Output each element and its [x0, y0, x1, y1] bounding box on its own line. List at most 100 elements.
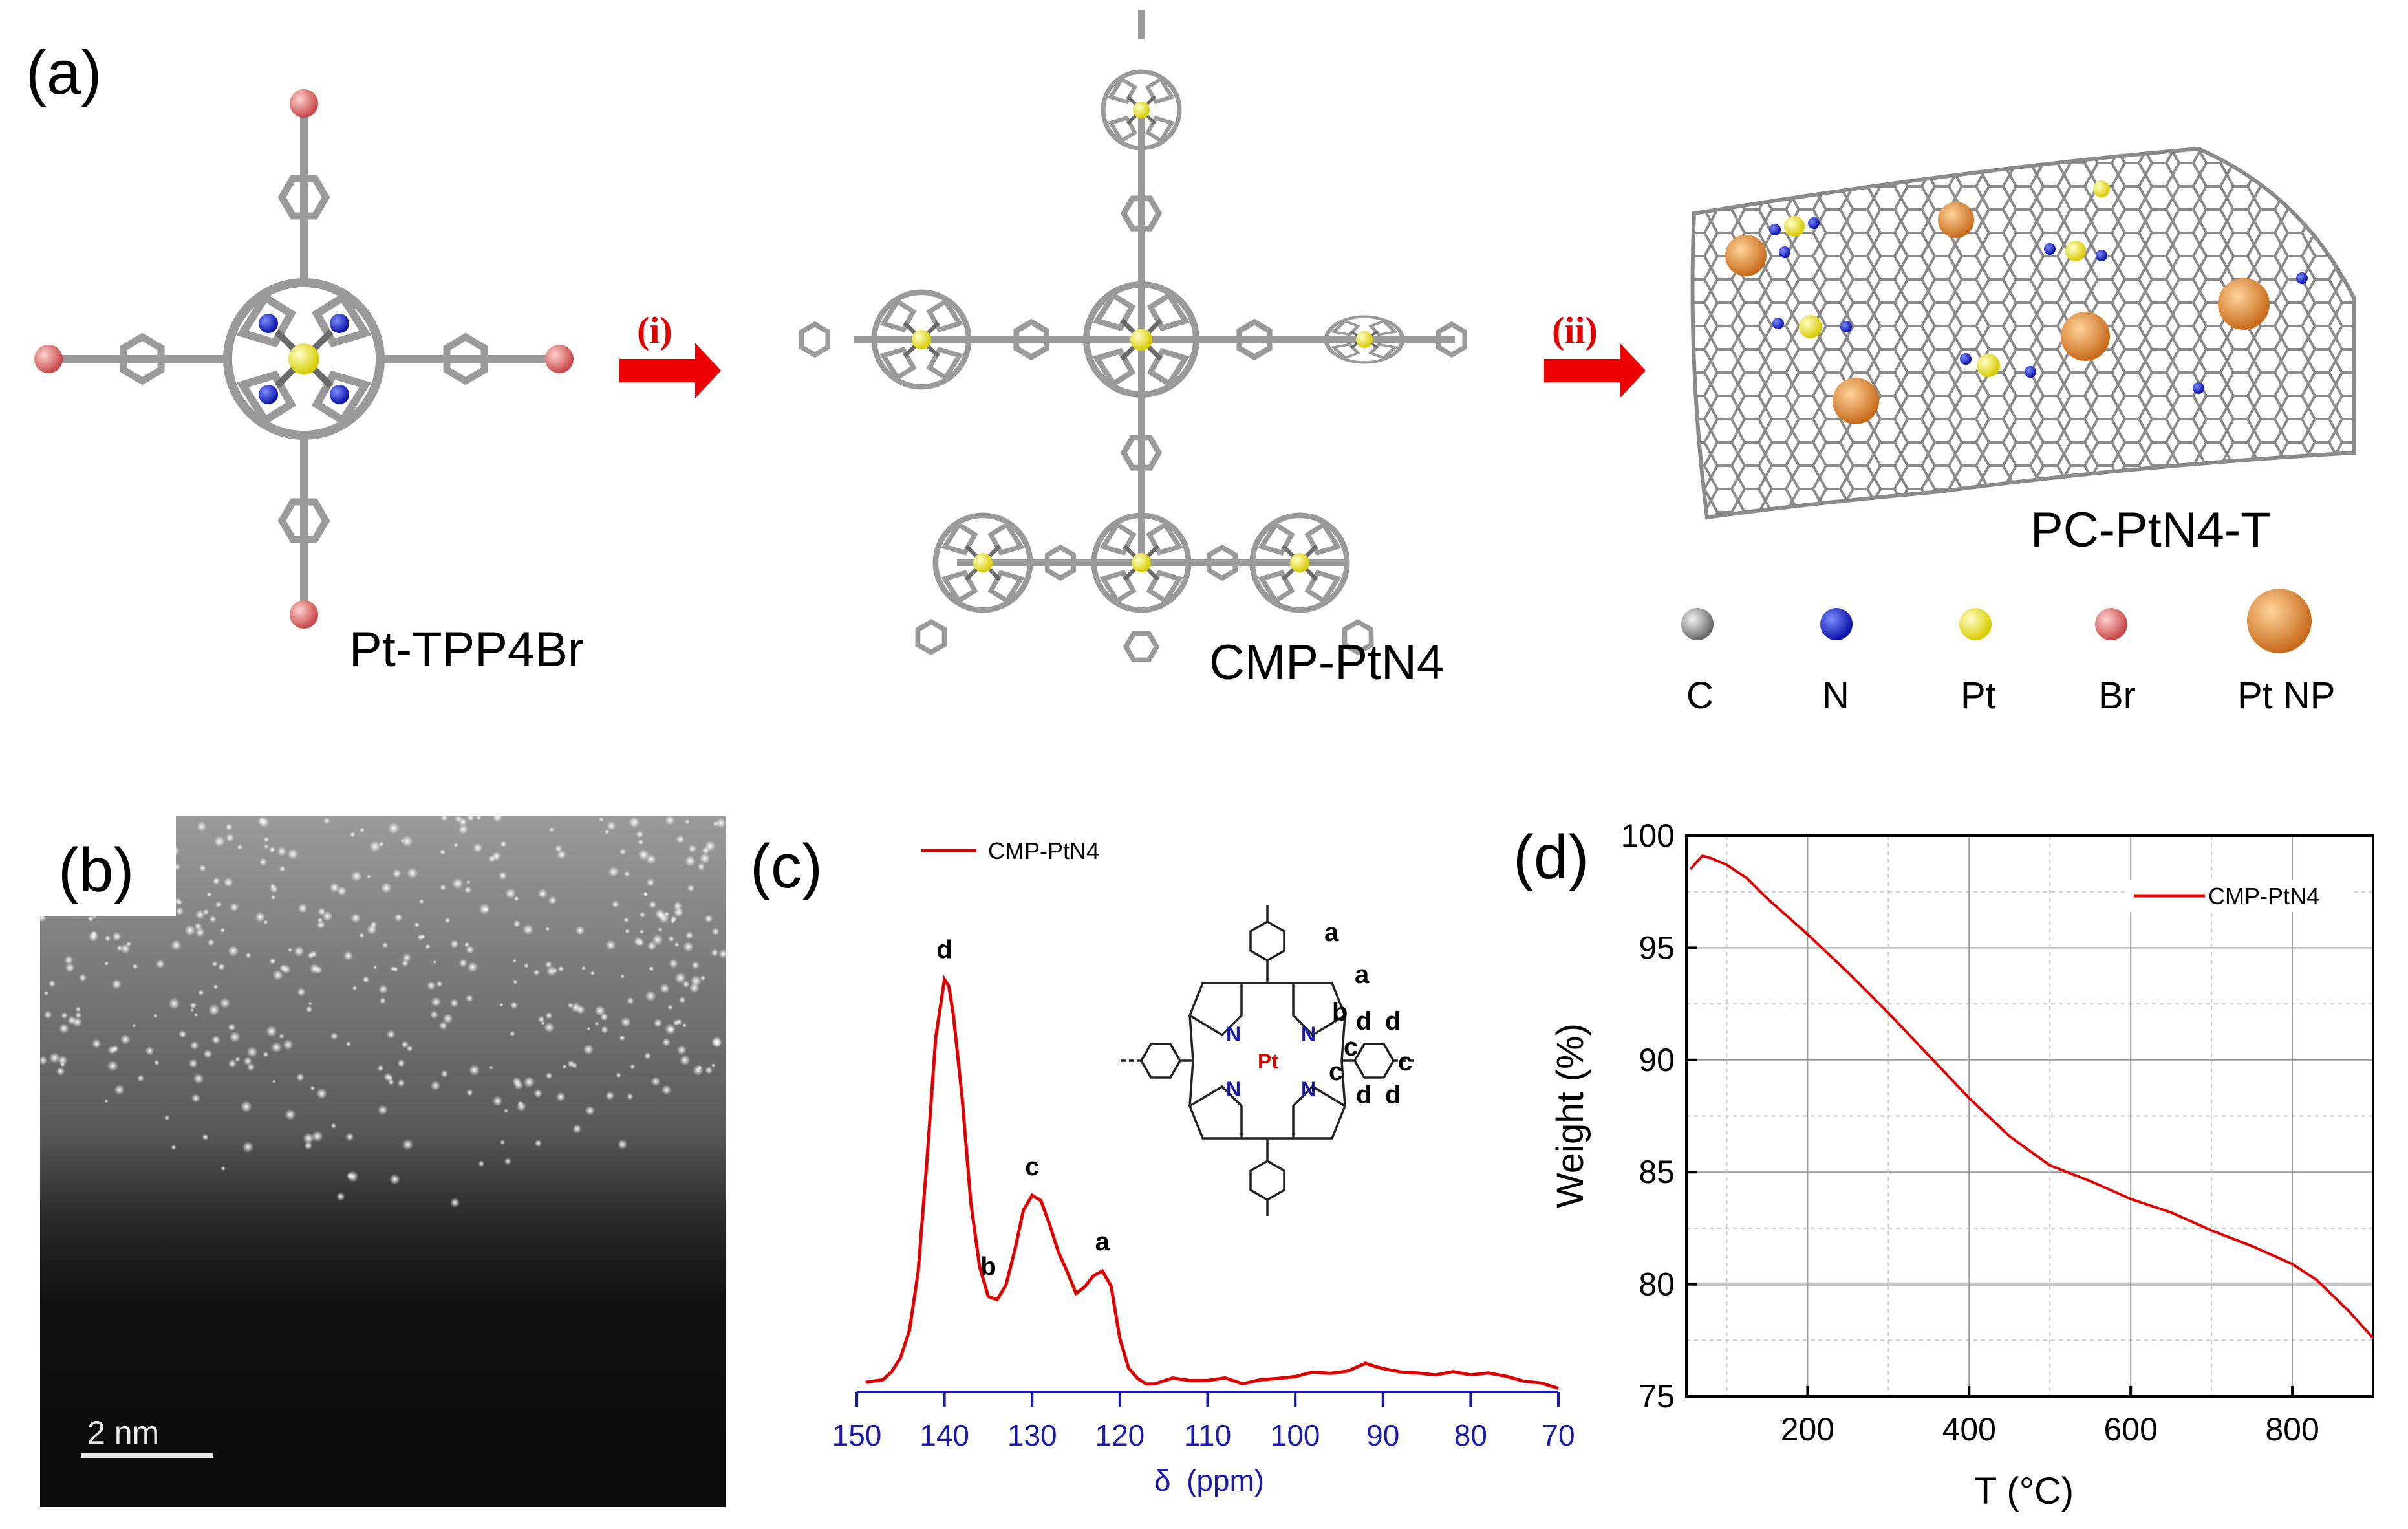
bright-spot	[228, 1023, 236, 1032]
site-label-a: a	[1355, 960, 1370, 989]
bright-spot	[317, 907, 326, 916]
bright-spot	[378, 841, 384, 847]
bright-spot	[414, 922, 420, 928]
bright-spot	[211, 960, 218, 967]
bright-spot	[634, 937, 643, 946]
bright-spot	[386, 1030, 396, 1039]
bright-spot	[649, 900, 657, 909]
carbon-icon	[1681, 608, 1714, 640]
bright-spot	[336, 1192, 345, 1201]
bright-spot	[367, 874, 371, 879]
bright-spot	[56, 1067, 65, 1076]
stem-image	[40, 816, 726, 1507]
bright-spot	[626, 1092, 634, 1100]
bright-spot	[120, 1034, 131, 1045]
bright-spot	[178, 1030, 187, 1039]
structure-label-pt: Pt	[1258, 1050, 1278, 1073]
bright-spot	[534, 1139, 543, 1147]
bright-spot	[586, 1026, 591, 1031]
bright-spot	[665, 815, 675, 825]
bright-spot	[48, 980, 56, 988]
bright-spot	[255, 911, 266, 922]
bright-spot	[581, 966, 586, 971]
bright-spot	[620, 1017, 631, 1028]
bright-spot	[604, 829, 610, 835]
bright-spot	[533, 1089, 543, 1098]
bright-spot	[608, 866, 619, 878]
bright-spot	[189, 1041, 199, 1050]
bright-spot	[104, 961, 109, 966]
bright-spot	[512, 1077, 521, 1087]
bright-spot	[629, 1063, 636, 1070]
bright-spot	[132, 1023, 136, 1028]
bright-spot	[466, 880, 471, 884]
bright-spot	[685, 931, 694, 940]
legend-label-c: C	[1686, 675, 1714, 717]
bright-spot	[711, 1063, 716, 1068]
bright-spot	[509, 1030, 515, 1037]
bright-spot	[330, 1123, 337, 1129]
bright-spot	[107, 1060, 118, 1072]
bright-spot	[466, 814, 475, 822]
bright-spot	[197, 821, 207, 832]
bright-spot	[575, 1005, 585, 1015]
bright-spot	[242, 1141, 254, 1153]
bright-spot	[594, 1021, 599, 1026]
panel-b: (b) 2 nm	[37, 812, 728, 1507]
bright-spot	[389, 1173, 400, 1185]
bright-spot	[623, 871, 630, 878]
bright-spot	[394, 913, 403, 922]
bright-spot	[500, 841, 507, 848]
scale-bar-label: 2 nm	[87, 1415, 159, 1451]
bright-spot	[208, 1004, 220, 1016]
x-axis-title: δ	[1154, 1464, 1171, 1497]
peak-label-a: a	[1095, 1228, 1110, 1256]
bright-spot	[711, 927, 720, 936]
bright-spot	[620, 973, 625, 979]
bright-spot	[270, 895, 276, 900]
porphyrin-structure-inset: N N N N Pt a a b c c c d d d d	[1119, 905, 1416, 1216]
bright-spot	[716, 818, 726, 829]
peak-annotations: d b c a	[936, 935, 1110, 1281]
bright-spot	[619, 848, 627, 855]
site-label-c: c	[1329, 1057, 1343, 1086]
structure-label-n: N	[1301, 1023, 1316, 1046]
site-label-c: c	[1344, 1033, 1358, 1061]
x-tick-label: 200	[1781, 1411, 1834, 1448]
bright-spot	[504, 1158, 511, 1166]
x-axis-ticks: 150 140 130 120 110 100 90 80 70	[832, 1392, 1575, 1452]
bright-spot	[436, 981, 443, 988]
bright-spot	[279, 865, 286, 873]
bright-spot	[664, 1023, 676, 1036]
bright-spot	[601, 1026, 608, 1034]
bright-spot	[209, 915, 217, 923]
bright-spot	[263, 1051, 269, 1057]
bright-spot	[401, 1041, 409, 1048]
bright-spot	[377, 1065, 384, 1072]
bright-spot	[346, 1172, 354, 1180]
bright-spot	[583, 1044, 594, 1055]
bright-spot	[132, 963, 138, 970]
bright-spot	[705, 840, 716, 852]
bright-spot	[392, 966, 399, 973]
structure-label-n: N	[1226, 1078, 1241, 1101]
site-label-d: d	[1385, 1081, 1401, 1109]
bright-spot	[523, 1076, 535, 1088]
bright-spot	[189, 1002, 197, 1009]
panel-c-label: (c)	[750, 832, 822, 901]
bright-spot	[623, 917, 629, 923]
bright-spot	[379, 997, 387, 1004]
panel-d: (d) 75 80 85 90 95 100 200 400 600 800 CMP-PtN4 T…	[1513, 818, 2374, 1512]
bright-spot	[505, 888, 516, 899]
pt-nanoparticle-icon	[2247, 589, 2312, 653]
bright-spot	[153, 1059, 160, 1066]
peak-label-b: b	[980, 1253, 996, 1281]
bright-spot	[78, 973, 87, 982]
bright-spot	[259, 816, 270, 828]
bright-spot	[458, 818, 468, 827]
arrow-right-icon	[1544, 343, 1646, 398]
bright-spot	[512, 979, 518, 985]
bright-spot	[392, 869, 402, 878]
bright-spot	[687, 884, 695, 892]
bright-spot	[75, 1012, 82, 1019]
